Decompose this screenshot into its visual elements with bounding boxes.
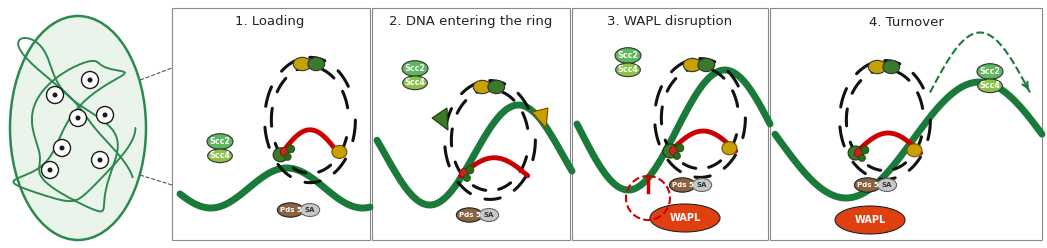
Text: 1. Loading: 1. Loading <box>236 15 305 29</box>
Text: Pds 5: Pds 5 <box>459 212 481 218</box>
Text: 3. WAPL disruption: 3. WAPL disruption <box>607 15 733 29</box>
Text: Scc4: Scc4 <box>618 65 639 74</box>
Bar <box>770 8 1042 240</box>
Circle shape <box>60 146 65 151</box>
Ellipse shape <box>907 144 922 157</box>
Circle shape <box>284 154 291 160</box>
Circle shape <box>75 116 81 121</box>
Circle shape <box>91 152 109 168</box>
Circle shape <box>861 146 869 154</box>
Ellipse shape <box>868 60 887 74</box>
Circle shape <box>669 147 678 155</box>
Text: Pds 5: Pds 5 <box>280 207 302 213</box>
Ellipse shape <box>663 144 678 158</box>
Ellipse shape <box>698 58 715 72</box>
Circle shape <box>460 168 468 178</box>
Ellipse shape <box>403 76 427 90</box>
Circle shape <box>82 71 98 89</box>
Text: 2. DNA entering the ring: 2. DNA entering the ring <box>389 15 553 29</box>
Circle shape <box>42 161 59 179</box>
Text: SA: SA <box>305 207 315 213</box>
Bar <box>372 8 570 240</box>
Text: Pds 5: Pds 5 <box>671 182 693 188</box>
Text: 4. Turnover: 4. Turnover <box>869 15 943 29</box>
Ellipse shape <box>854 178 881 192</box>
Circle shape <box>281 147 289 156</box>
Ellipse shape <box>877 179 896 191</box>
Polygon shape <box>432 108 448 130</box>
Circle shape <box>46 87 64 103</box>
Text: Scc2: Scc2 <box>404 64 425 73</box>
Ellipse shape <box>615 48 641 63</box>
Ellipse shape <box>836 206 905 234</box>
Ellipse shape <box>273 148 288 162</box>
Bar <box>172 8 370 240</box>
Ellipse shape <box>650 204 720 232</box>
Text: Scc4: Scc4 <box>404 78 425 87</box>
Polygon shape <box>532 108 548 128</box>
Ellipse shape <box>978 79 1002 93</box>
Ellipse shape <box>402 61 428 76</box>
Circle shape <box>287 145 294 153</box>
Ellipse shape <box>692 179 712 191</box>
Ellipse shape <box>10 16 146 240</box>
Text: SA: SA <box>484 212 494 218</box>
Text: Scc4: Scc4 <box>209 151 230 160</box>
Circle shape <box>673 153 681 159</box>
Circle shape <box>69 110 87 126</box>
Ellipse shape <box>293 57 311 71</box>
Ellipse shape <box>488 80 505 94</box>
Ellipse shape <box>207 149 232 163</box>
Ellipse shape <box>332 145 347 158</box>
Text: Scc4: Scc4 <box>980 81 1001 90</box>
Circle shape <box>676 144 684 152</box>
Ellipse shape <box>308 57 325 71</box>
Ellipse shape <box>473 80 491 94</box>
Ellipse shape <box>669 178 695 192</box>
Circle shape <box>466 166 474 174</box>
Circle shape <box>97 157 103 162</box>
Circle shape <box>854 149 864 157</box>
Ellipse shape <box>300 204 319 217</box>
Text: Scc2: Scc2 <box>209 137 230 146</box>
Circle shape <box>96 106 113 124</box>
Text: Pds 5: Pds 5 <box>856 182 878 188</box>
Circle shape <box>464 175 470 182</box>
Circle shape <box>47 167 52 173</box>
Ellipse shape <box>456 208 483 222</box>
Circle shape <box>53 139 70 156</box>
Circle shape <box>52 93 58 97</box>
Text: WAPL: WAPL <box>854 215 886 225</box>
Text: WAPL: WAPL <box>669 213 700 223</box>
Ellipse shape <box>480 209 498 221</box>
Ellipse shape <box>207 134 233 149</box>
Bar <box>572 8 768 240</box>
Ellipse shape <box>684 58 701 72</box>
Circle shape <box>859 155 866 161</box>
Ellipse shape <box>883 60 899 74</box>
Text: SA: SA <box>882 182 892 188</box>
Circle shape <box>88 77 92 83</box>
Text: Scc2: Scc2 <box>618 51 639 60</box>
Ellipse shape <box>721 142 737 155</box>
Ellipse shape <box>977 64 1003 79</box>
Ellipse shape <box>616 63 641 77</box>
Text: SA: SA <box>696 182 707 188</box>
Ellipse shape <box>277 203 304 217</box>
Text: Scc2: Scc2 <box>980 67 1001 76</box>
Circle shape <box>103 113 108 118</box>
Ellipse shape <box>848 146 863 160</box>
